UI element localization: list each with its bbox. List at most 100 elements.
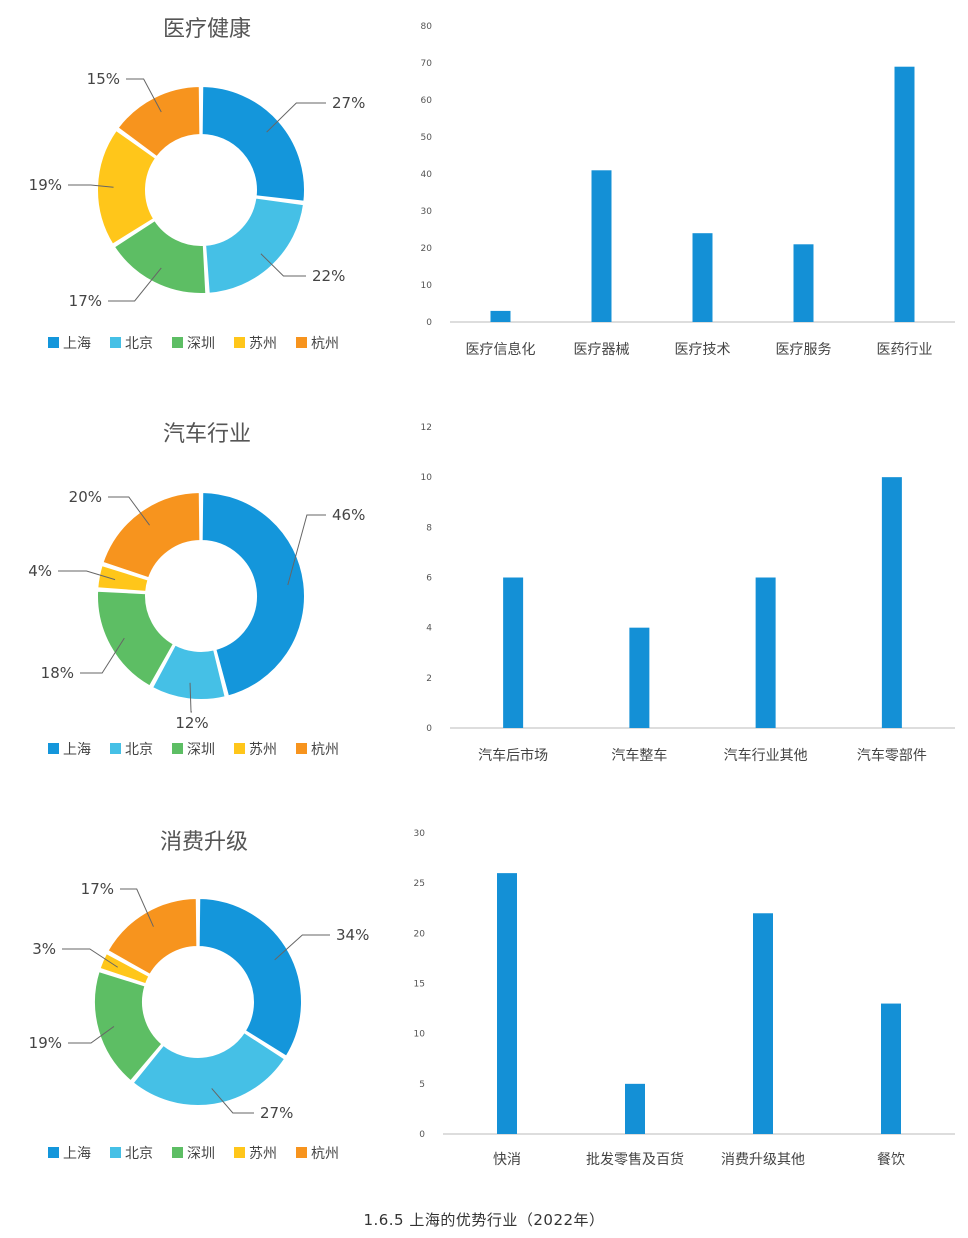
donut-slice-苏州 [98, 951, 151, 986]
y-tick-label: 30 [414, 829, 426, 839]
y-tick-label: 60 [421, 96, 433, 106]
y-tick-label: 10 [421, 281, 433, 291]
pct-label-杭州: 17% [81, 880, 114, 898]
bar-批发零售及百货 [625, 1083, 645, 1134]
bar-消费升级其他 [753, 913, 773, 1134]
legend-swatch-苏州 [234, 337, 245, 348]
bar-chart: 0 10 20 30 40 50 60 70 80 医疗信息化 医疗器械 医疗技术 医疗服务 医药行业 [421, 22, 955, 358]
legend-swatch-上海 [48, 743, 59, 754]
donut-slice-深圳 [112, 218, 208, 295]
legend-label-苏州: 苏州 [249, 1146, 277, 1162]
legend-label-苏州: 苏州 [249, 742, 277, 758]
pct-label-苏州: 19% [29, 176, 62, 194]
x-category-label: 汽车行业其他 [724, 747, 808, 764]
legend-label-北京: 北京 [125, 336, 153, 352]
x-category-label: 汽车整车 [611, 747, 667, 764]
bar-汽车行业其他 [755, 577, 776, 728]
legend-swatch-苏州 [234, 1147, 245, 1158]
y-tick-label: 70 [421, 59, 433, 69]
bar-医疗信息化 [490, 310, 511, 322]
y-tick-label: 20 [414, 929, 426, 939]
donut-chart-消费升级: 消费升级 34% 27% 19% 3% 17% 上海 北京 深圳 苏州 杭州 [29, 830, 370, 1162]
legend-label-上海: 上海 [63, 336, 91, 352]
bar-医疗服务 [793, 244, 814, 322]
bar-chart: 0 2 4 6 8 10 12 汽车后市场 汽车整车 汽车行业其他 汽车零部件 [421, 423, 955, 764]
pct-label-上海: 27% [332, 94, 365, 112]
y-tick-label: 40 [421, 170, 433, 180]
legend-label-苏州: 苏州 [249, 336, 277, 352]
legend-swatch-北京 [110, 1147, 121, 1158]
y-tick-label: 20 [421, 244, 433, 254]
legend-label-上海: 上海 [63, 1146, 91, 1162]
leader-line [274, 934, 330, 961]
legend-swatch-北京 [110, 337, 121, 348]
pct-label-杭州: 20% [69, 488, 102, 506]
donut-slice-深圳 [93, 969, 164, 1083]
bar-快消 [497, 873, 517, 1134]
leader-line [108, 267, 162, 302]
y-tick-label: 12 [421, 423, 432, 433]
donut-slice-苏州 [96, 128, 158, 247]
y-tick-label: 10 [421, 473, 433, 483]
legend-swatch-上海 [48, 337, 59, 348]
legend-swatch-深圳 [172, 1147, 183, 1158]
bar-医疗技术 [692, 233, 713, 322]
bar-医疗器械 [591, 170, 612, 322]
legend-label-杭州: 杭州 [311, 336, 339, 352]
donut-slice-杭州 [101, 490, 202, 580]
pct-label-深圳: 18% [41, 664, 74, 682]
y-tick-label: 10 [414, 1030, 426, 1040]
leader-line [68, 184, 114, 188]
y-tick-label: 4 [426, 624, 432, 634]
legend-swatch-深圳 [172, 337, 183, 348]
legend-label-深圳: 深圳 [187, 742, 215, 758]
x-category-label: 医疗器械 [574, 342, 630, 358]
donut-slice-北京 [131, 1030, 287, 1107]
legend-label-上海: 上海 [63, 742, 91, 758]
legend-label-杭州: 杭州 [311, 742, 339, 758]
leader-line [68, 1026, 115, 1044]
leader-line [211, 1088, 254, 1114]
y-tick-label: 8 [426, 523, 432, 533]
x-category-label: 医疗技术 [675, 342, 731, 358]
x-category-label: 餐饮 [877, 1152, 905, 1168]
leader-line [126, 78, 162, 113]
donut-slice-杭州 [116, 84, 202, 159]
leader-line [266, 102, 326, 133]
x-category-label: 医疗信息化 [466, 341, 536, 358]
x-category-label: 批发零售及百货 [586, 1151, 684, 1168]
bar-汽车零部件 [881, 477, 902, 728]
legend-label-北京: 北京 [125, 742, 153, 758]
pct-label-深圳: 19% [29, 1034, 62, 1052]
donut-chart-汽车行业: 汽车行业 46% 12% 18% 4% 20% 上海 北京 深圳 苏州 杭州 [28, 422, 365, 758]
x-category-label: 医疗服务 [776, 342, 832, 358]
donut-chart-医疗健康: 医疗健康 27% 22% 17% 19% 15% 上海 北京 深圳 苏州 杭州 [29, 17, 366, 352]
legend-label-杭州: 杭州 [311, 1146, 339, 1162]
bar-汽车后市场 [503, 577, 524, 728]
pct-label-上海: 34% [336, 926, 369, 944]
leader-line [80, 637, 125, 674]
legend-label-北京: 北京 [125, 1146, 153, 1162]
bar-汽车整车 [629, 627, 650, 728]
donut-slice-杭州 [106, 896, 199, 977]
bar-chart: 0 5 10 15 20 25 30 快消 批发零售及百货 消费升级其他 餐饮 [414, 829, 955, 1168]
legend-swatch-上海 [48, 1147, 59, 1158]
pct-label-北京: 22% [312, 267, 345, 285]
legend-swatch-深圳 [172, 743, 183, 754]
donut-slice-上海 [197, 896, 303, 1059]
donut-slice-苏州 [96, 563, 150, 593]
leader-line [62, 948, 118, 968]
pct-label-北京: 27% [260, 1104, 293, 1122]
legend-label-深圳: 深圳 [187, 336, 215, 352]
x-category-label: 医药行业 [877, 342, 933, 358]
pct-label-杭州: 15% [87, 70, 120, 88]
leader-line [287, 514, 326, 586]
donut-slice-北京 [150, 643, 227, 701]
x-category-label: 汽车零部件 [857, 747, 927, 764]
y-tick-label: 0 [426, 318, 432, 328]
donut-slice-深圳 [96, 589, 176, 688]
leader-line [189, 682, 192, 713]
y-tick-label: 5 [419, 1080, 425, 1090]
